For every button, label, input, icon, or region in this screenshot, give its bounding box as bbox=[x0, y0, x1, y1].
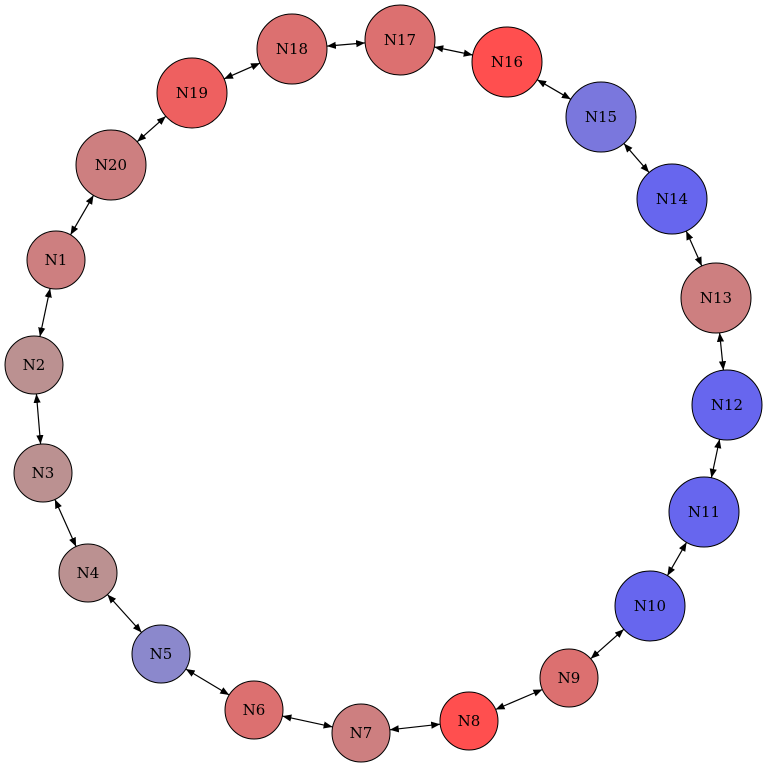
node-circle bbox=[256, 13, 328, 85]
edge-n19-n20 bbox=[136, 115, 167, 143]
node-circle bbox=[439, 691, 499, 751]
edge-n6-n7 bbox=[282, 714, 333, 729]
node-label: N3 bbox=[32, 464, 55, 482]
edge-n17-n18 bbox=[326, 40, 366, 49]
node-circle bbox=[565, 81, 637, 153]
node-circle bbox=[224, 680, 284, 740]
node-n5: N5 bbox=[131, 624, 191, 684]
node-circle bbox=[614, 570, 686, 642]
edges bbox=[33, 40, 727, 733]
edge-n12-n13 bbox=[716, 332, 727, 371]
node-n9: N9 bbox=[539, 648, 599, 708]
node-n6: N6 bbox=[224, 680, 284, 740]
node-circle bbox=[364, 4, 436, 76]
node-n10: N10 bbox=[614, 570, 686, 642]
node-label: N2 bbox=[23, 356, 46, 374]
edge-n7-n8 bbox=[389, 721, 441, 733]
node-label: N15 bbox=[585, 108, 617, 126]
node-circle bbox=[131, 624, 191, 684]
edge-n16-n17 bbox=[434, 45, 473, 57]
node-label: N13 bbox=[700, 289, 732, 307]
node-label: N5 bbox=[150, 645, 173, 663]
edge-n8-n9 bbox=[495, 688, 543, 711]
node-n13: N13 bbox=[680, 262, 752, 334]
node-label: N12 bbox=[711, 396, 743, 414]
node-circle bbox=[4, 335, 64, 395]
node-circle bbox=[471, 26, 543, 98]
node-circle bbox=[58, 543, 118, 603]
node-label: N20 bbox=[95, 156, 127, 174]
node-label: N7 bbox=[350, 724, 373, 742]
node-label: N6 bbox=[243, 701, 266, 719]
node-label: N1 bbox=[45, 251, 68, 269]
edge-n11-n12 bbox=[709, 439, 722, 478]
node-label: N8 bbox=[458, 712, 481, 730]
node-n18: N18 bbox=[256, 13, 328, 85]
node-n2: N2 bbox=[4, 335, 64, 395]
node-n20: N20 bbox=[75, 129, 147, 201]
node-circle bbox=[668, 476, 740, 548]
edge-n10-n11 bbox=[666, 542, 688, 576]
node-n16: N16 bbox=[471, 26, 543, 98]
edge-n2-n3 bbox=[33, 393, 44, 445]
edge-n15-n16 bbox=[536, 79, 572, 100]
node-label: N10 bbox=[634, 597, 666, 615]
edge-n13-n14 bbox=[685, 230, 703, 267]
edge-n3-n4 bbox=[54, 499, 77, 547]
node-n8: N8 bbox=[439, 691, 499, 751]
node-label: N18 bbox=[276, 40, 308, 58]
node-label: N17 bbox=[384, 31, 416, 49]
nodes: N1 N2 N3 N4 N5 N6 N7 N8 N9 N10 N11 N12 N13 N14 N15 N16 N… bbox=[4, 4, 763, 763]
node-n17: N17 bbox=[364, 4, 436, 76]
edge-n4-n5 bbox=[106, 594, 143, 633]
edge-n1-n2 bbox=[38, 288, 52, 337]
node-circle bbox=[680, 262, 752, 334]
node-n1: N1 bbox=[26, 230, 86, 290]
node-n15: N15 bbox=[565, 81, 637, 153]
node-label: N19 bbox=[176, 84, 208, 102]
node-circle bbox=[691, 369, 763, 441]
node-label: N16 bbox=[491, 53, 523, 71]
node-n19: N19 bbox=[156, 57, 228, 129]
edge-n9-n10 bbox=[590, 628, 625, 660]
node-n4: N4 bbox=[58, 543, 118, 603]
node-n11: N11 bbox=[668, 476, 740, 548]
edge-n5-n6 bbox=[185, 668, 230, 696]
node-circle bbox=[13, 443, 73, 503]
node-circle bbox=[331, 703, 391, 763]
node-label: N9 bbox=[558, 669, 581, 687]
node-label: N11 bbox=[688, 503, 720, 521]
node-circle bbox=[539, 648, 599, 708]
node-n7: N7 bbox=[331, 703, 391, 763]
node-circle bbox=[26, 230, 86, 290]
node-circle bbox=[156, 57, 228, 129]
node-n3: N3 bbox=[13, 443, 73, 503]
node-circle bbox=[636, 163, 708, 235]
edge-n20-n1 bbox=[69, 194, 95, 236]
edge-n14-n15 bbox=[623, 143, 650, 173]
node-n12: N12 bbox=[691, 369, 763, 441]
node-n14: N14 bbox=[636, 163, 708, 235]
edge-n18-n19 bbox=[223, 62, 261, 80]
node-label: N14 bbox=[656, 190, 688, 208]
node-label: N4 bbox=[77, 564, 100, 582]
node-circle bbox=[75, 129, 147, 201]
